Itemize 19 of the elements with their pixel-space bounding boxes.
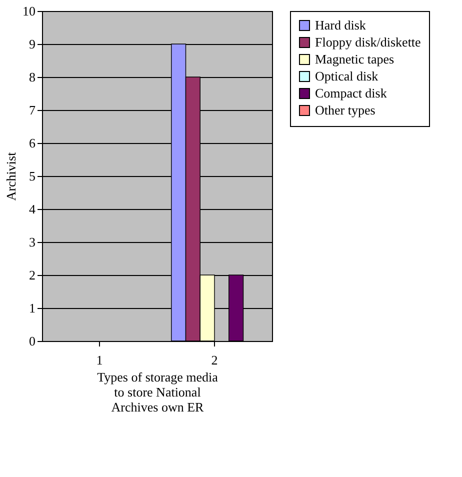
y-tick-label: 6 xyxy=(29,136,36,150)
y-tick-label: 7 xyxy=(29,102,36,118)
y-tick-label: 8 xyxy=(29,70,36,84)
legend-label: Magnetic tapes xyxy=(315,52,394,66)
y-tick-label: 0 xyxy=(29,334,36,348)
legend-label: Hard disk xyxy=(315,18,366,32)
legend-label: Compact disk xyxy=(315,86,388,100)
y-tick-label: 4 xyxy=(29,202,36,216)
y-tick-label: 10 xyxy=(22,4,36,18)
y-axis-title: Archivist xyxy=(4,152,18,201)
legend-label: Floppy disk/diskette xyxy=(315,34,422,50)
y-tick-label: 3 xyxy=(29,234,36,250)
x-axis-title: Types of storage media to store National Archives own ER xyxy=(97,370,218,414)
legend-label: Optical disk xyxy=(315,68,379,84)
y-tick-label: 9 xyxy=(29,36,36,52)
legend-label: Other types xyxy=(315,102,376,118)
y-tick-label: 1 xyxy=(29,300,36,316)
y-tick-label: 2 xyxy=(29,268,36,282)
y-tick-label: 5 xyxy=(29,168,36,184)
